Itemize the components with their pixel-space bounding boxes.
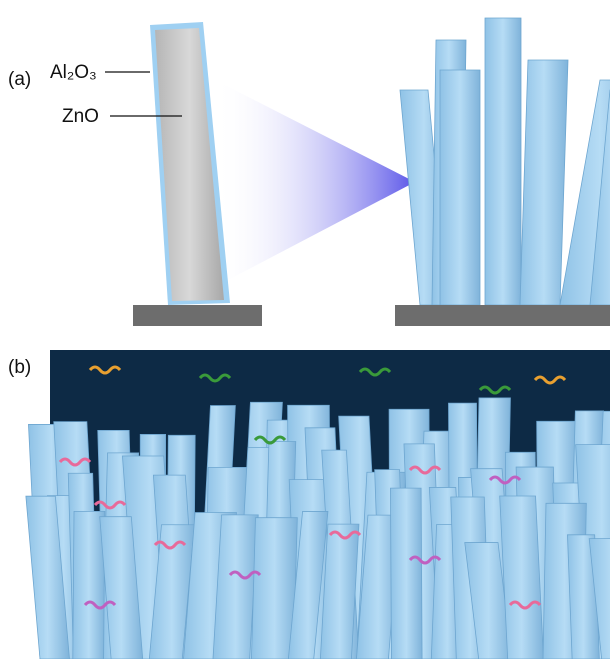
nanorod: [440, 70, 480, 305]
nanorod: [73, 511, 105, 659]
nanorod: [390, 488, 422, 659]
substrate: [133, 305, 262, 326]
zoom-cone: [215, 80, 415, 280]
panel-label: (a): [8, 69, 31, 90]
figure: (a) Al₂O₃ ZnO (b): [0, 0, 610, 659]
nanorod-cluster: [400, 18, 610, 305]
panel-label: (b): [8, 357, 31, 378]
substrate: [395, 305, 610, 326]
shell-label: Al₂O₃: [50, 62, 97, 83]
nanorod: [500, 496, 544, 659]
nanorod: [485, 18, 521, 305]
core-label: ZnO: [62, 106, 99, 127]
nanorod: [520, 60, 568, 305]
